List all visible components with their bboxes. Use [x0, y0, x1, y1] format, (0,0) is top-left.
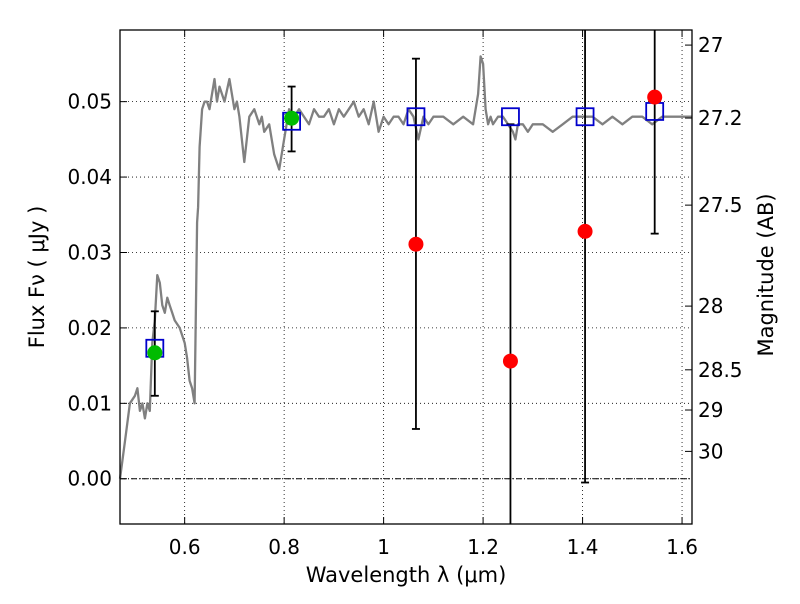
y-tick-label: 0.00 — [67, 467, 112, 491]
measurement-point — [408, 236, 424, 252]
mag-tick-label: 27.2 — [698, 106, 743, 130]
measurement-point — [502, 353, 518, 369]
mag-tick-label: 29 — [698, 398, 723, 422]
x-tick-label: 0.8 — [268, 535, 300, 559]
errorbar-layer — [150, 30, 659, 524]
x-tick-label: 1 — [377, 535, 390, 559]
mag-tick-label: 30 — [698, 439, 723, 463]
marker-layer — [145, 89, 665, 369]
template-spectrum-line — [118, 55, 692, 479]
x-tick-label: 1.6 — [666, 535, 698, 559]
y-axis-label: Flux Fν ( μJy ) — [25, 206, 49, 349]
x-tick-label: 1.4 — [567, 535, 599, 559]
detection-point — [147, 345, 163, 361]
measurement-point — [577, 223, 593, 239]
y-tick-label: 0.03 — [67, 240, 112, 264]
model-photometry-square — [575, 107, 595, 127]
plot-frame — [119, 29, 693, 525]
mag-tick-label: 27 — [698, 33, 723, 57]
y-tick-label: 0.05 — [67, 90, 112, 114]
y-tick-label: 0.02 — [67, 316, 112, 340]
y-tick-label: 0.04 — [67, 165, 112, 189]
mag-tick-label: 28 — [698, 294, 723, 318]
y-tick-label: 0.01 — [67, 391, 112, 415]
magnitude-axis-label: Magnitude (AB) — [754, 193, 778, 356]
detection-point — [284, 110, 300, 126]
spectrum-layer — [118, 55, 692, 479]
grid-layer — [120, 30, 692, 524]
mag-tick-label: 27.5 — [698, 193, 743, 217]
measurement-point — [647, 89, 663, 105]
model-photometry-square — [501, 107, 520, 127]
x-tick-label: 1.2 — [467, 535, 499, 559]
model-photometry-square — [406, 107, 426, 127]
tick-layer: 0.6 0.8 1 1.2 1.4 1.6 0.00 0.01 0.02 0.03 0.04 0.05… — [67, 30, 743, 559]
mag-tick-label: 28.5 — [698, 358, 743, 382]
x-tick-label: 0.6 — [169, 535, 201, 559]
x-axis-label: Wavelength λ (μm) — [306, 563, 507, 587]
